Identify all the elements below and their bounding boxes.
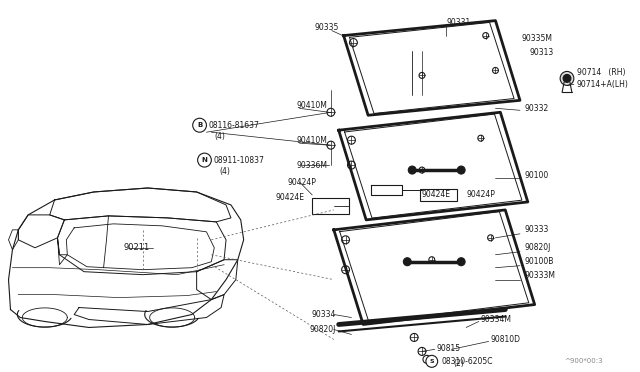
Text: S: S [429, 359, 434, 364]
Text: 90820J: 90820J [309, 325, 336, 334]
Text: 90336M: 90336M [296, 161, 328, 170]
Text: 90332: 90332 [525, 104, 549, 113]
Circle shape [560, 71, 574, 86]
Circle shape [457, 166, 465, 174]
Text: 90714   (RH): 90714 (RH) [577, 68, 625, 77]
Text: 90335M: 90335M [522, 34, 553, 43]
Text: 08310-6205C: 08310-6205C [442, 357, 493, 366]
Text: 90714+A(LH): 90714+A(LH) [577, 80, 628, 89]
Text: N: N [202, 157, 207, 163]
Text: (4): (4) [214, 132, 225, 141]
Text: 08911-10837: 08911-10837 [213, 155, 264, 164]
Text: B: B [197, 122, 202, 128]
Circle shape [193, 118, 207, 132]
Text: ^900*00:3: ^900*00:3 [564, 358, 603, 364]
Bar [312, 198, 349, 214]
Text: 90424P: 90424P [466, 190, 495, 199]
Circle shape [403, 258, 412, 266]
Text: 90815: 90815 [436, 344, 461, 353]
Circle shape [198, 153, 211, 167]
Text: 90424P: 90424P [288, 177, 317, 186]
Text: 90820J: 90820J [525, 243, 551, 252]
Text: 90424E: 90424E [422, 190, 451, 199]
Text: 90100: 90100 [525, 170, 549, 180]
Text: (2): (2) [453, 359, 464, 368]
Text: 90333: 90333 [525, 225, 549, 234]
Text: (4): (4) [219, 167, 230, 176]
Text: 08116-81637: 08116-81637 [209, 121, 259, 130]
Text: 90410M: 90410M [296, 101, 328, 110]
Text: 90335: 90335 [314, 23, 339, 32]
Text: 90810D: 90810D [491, 335, 520, 344]
Text: 90211: 90211 [123, 243, 149, 252]
Text: 90333M: 90333M [525, 271, 556, 280]
Text: 90331: 90331 [447, 18, 471, 27]
Text: 90334M: 90334M [481, 315, 512, 324]
Circle shape [457, 258, 465, 266]
Text: 90410M: 90410M [296, 136, 328, 145]
Text: 90424E: 90424E [275, 193, 304, 202]
Text: 90313: 90313 [530, 48, 554, 57]
Circle shape [563, 74, 571, 82]
Text: 90334: 90334 [311, 310, 335, 319]
Circle shape [426, 355, 438, 367]
Bar [420, 189, 457, 201]
Text: 90100B: 90100B [525, 257, 554, 266]
Circle shape [408, 166, 416, 174]
